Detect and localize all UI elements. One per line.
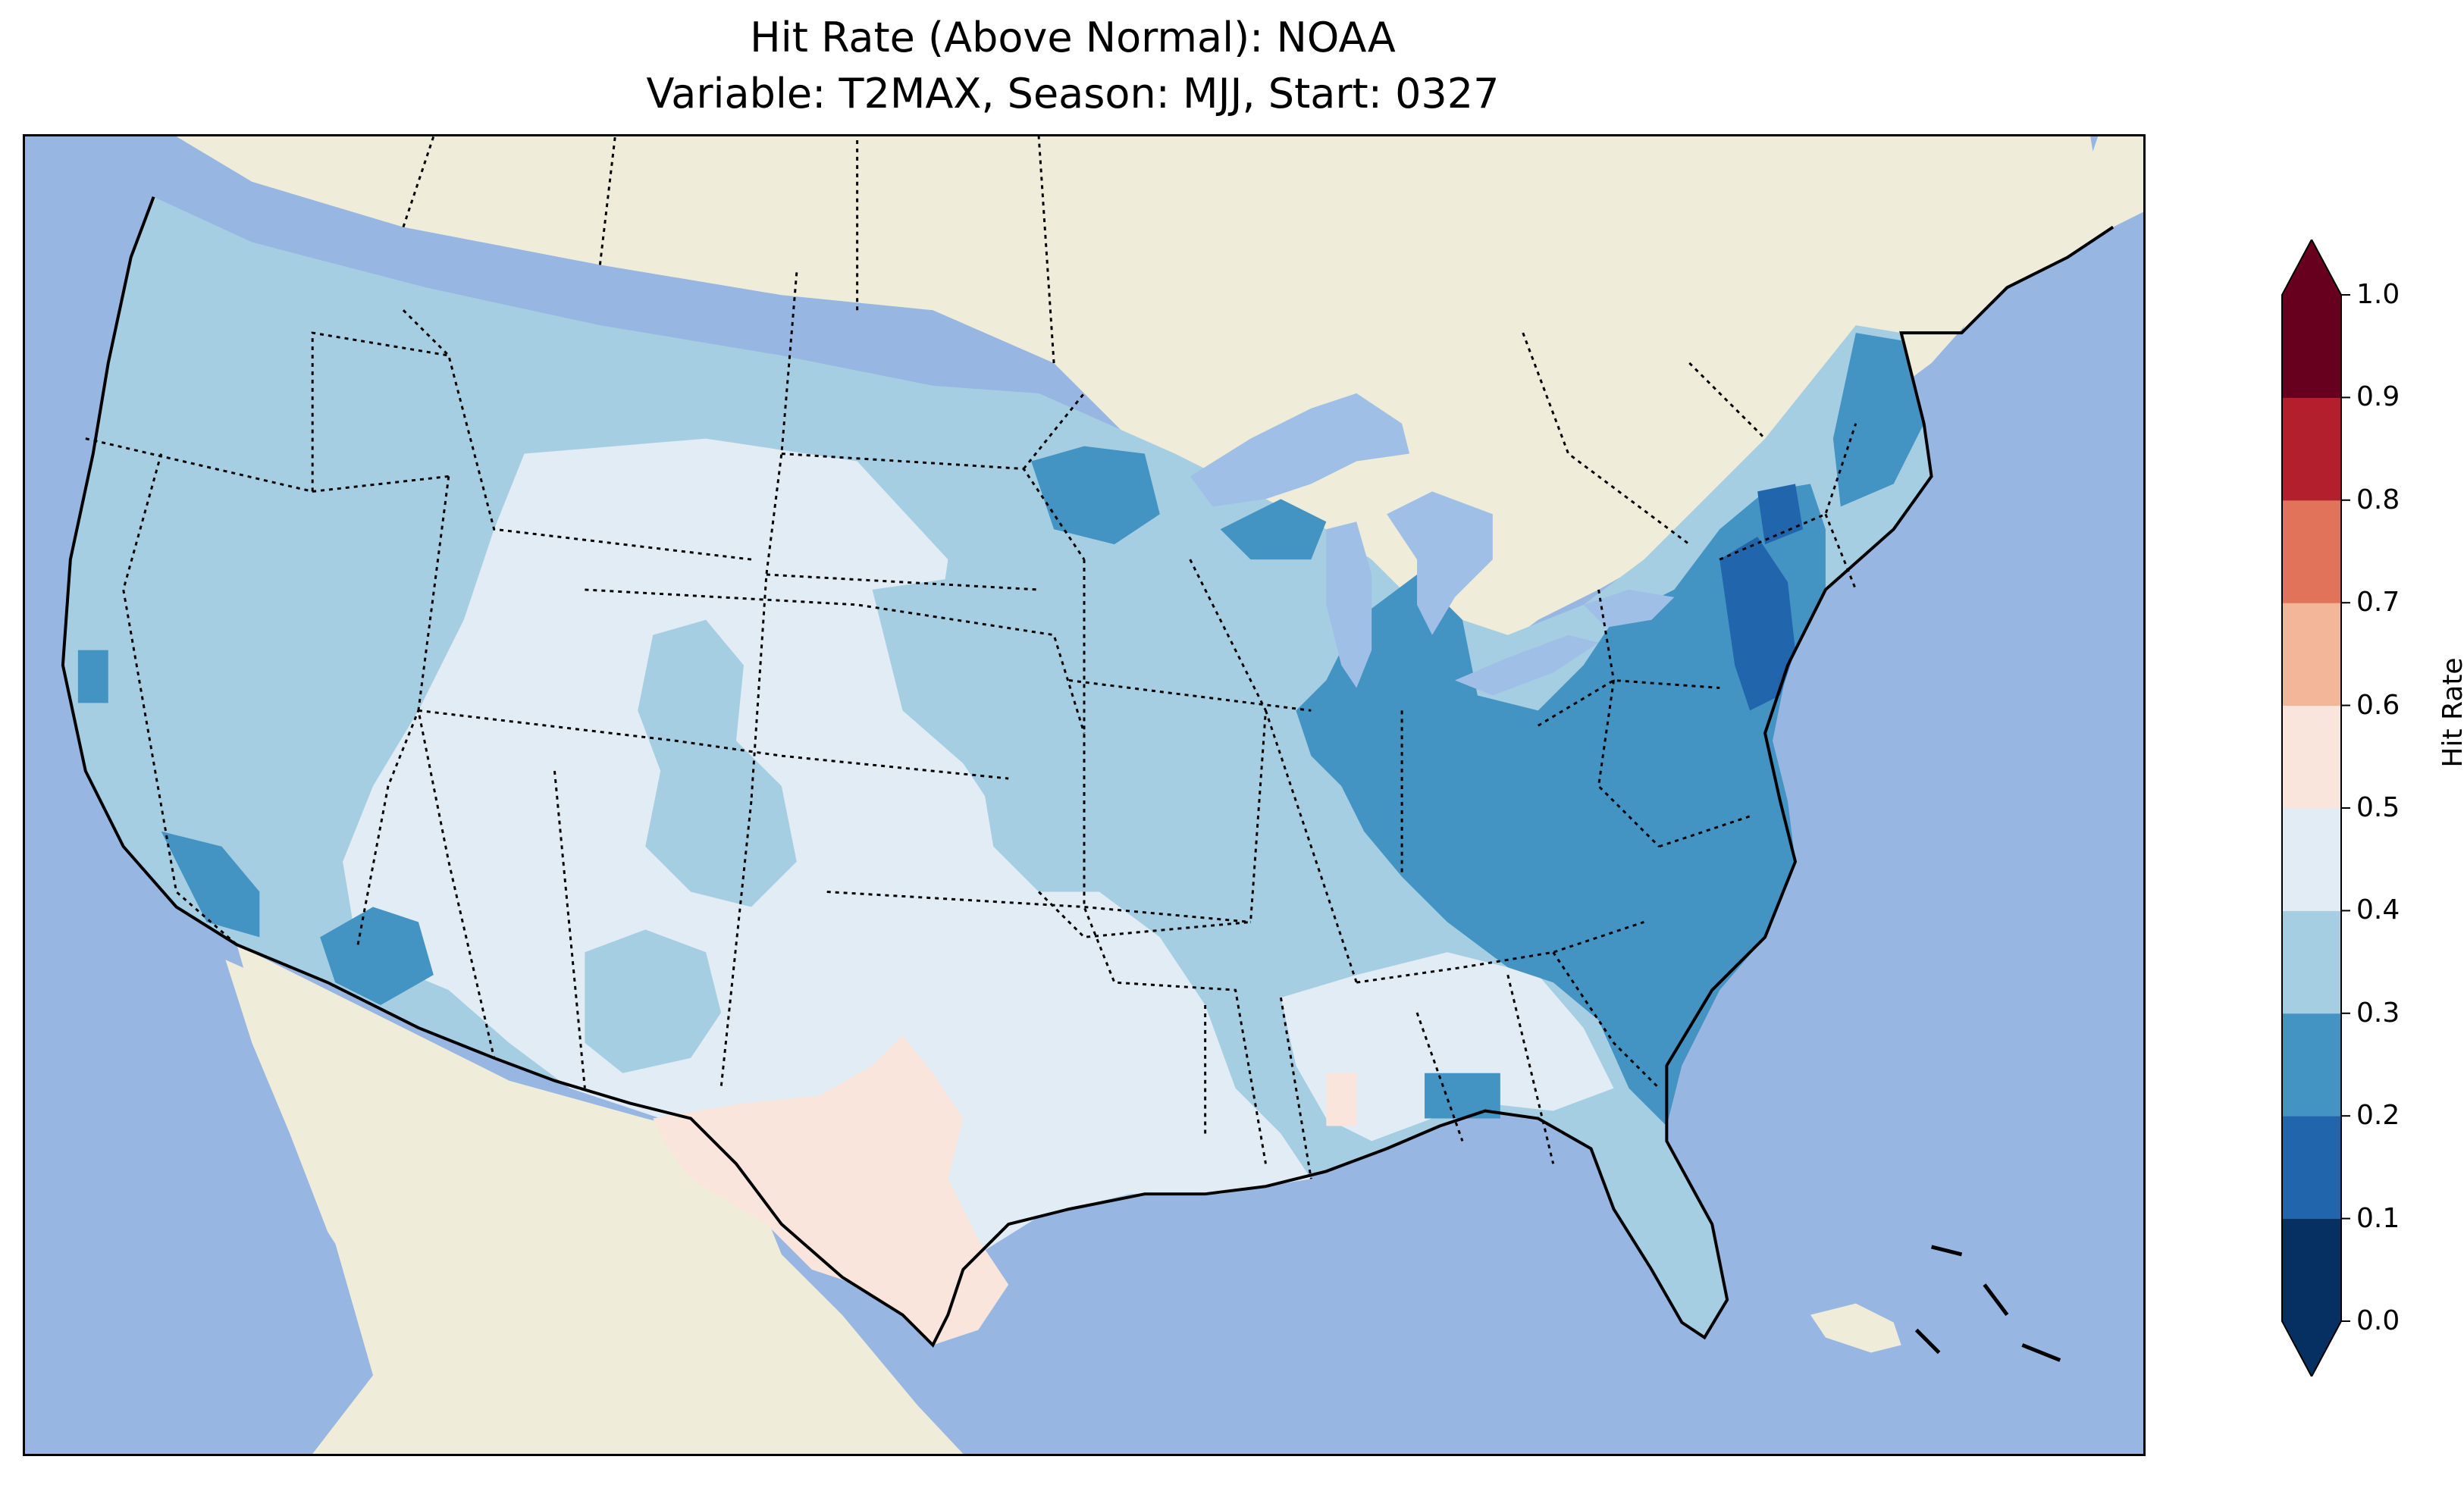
region-0.4-0.5-west	[343, 438, 1312, 1330]
colorbar-tick-label: 0.8	[2356, 484, 2400, 515]
region-0.5-0.6-texas	[653, 1035, 1009, 1345]
colorbar-extend-max	[2282, 240, 2341, 295]
map-canvas	[61, 136, 2143, 1454]
canada-land	[176, 136, 2099, 696]
region-0.1-0.2-nj	[1719, 537, 1795, 711]
lake-huron	[1387, 491, 1493, 635]
colorbar-bin	[2282, 397, 2341, 501]
region-0.2-0.3-new-england	[1832, 333, 1924, 507]
coastline	[61, 196, 2114, 1348]
lake-erie	[1454, 634, 1599, 696]
colorbar-tick-label: 0.6	[2356, 689, 2400, 721]
map-title: Hit Rate (Above Normal): NOAA	[750, 14, 1396, 61]
cuba-land	[1810, 1303, 1901, 1353]
baja-land	[225, 960, 464, 1452]
region-0.2-0.3-arizona	[320, 907, 434, 1006]
region-0.2-0.3-mn	[1031, 446, 1160, 545]
colorbar-tick-label: 0.9	[2356, 381, 2400, 413]
colorbar-tick-label: 0.4	[2356, 894, 2400, 926]
region-0.2-0.3-eastern	[1296, 484, 1826, 1126]
region-0.2-0.3-socal	[161, 831, 260, 938]
maritimes-land	[1961, 136, 2143, 334]
mexico-land	[237, 944, 964, 1454]
colorbar-tick-label: 0.5	[2356, 792, 2400, 823]
bahamas-islands	[1914, 1245, 2061, 1362]
map-subtitle: Variable: T2MAX, Season: MJJ, Start: 032…	[646, 70, 1500, 117]
province-borders	[402, 136, 1766, 546]
colorbar-tick-label: 0.1	[2356, 1202, 2400, 1234]
region-0.2-0.3-pacnw	[77, 650, 108, 703]
colorbar-bin	[2282, 295, 2341, 398]
colorbar-tick-label: 0.0	[2356, 1305, 2400, 1336]
region-0.2-0.3-wi	[1220, 499, 1327, 560]
region-0.4-0.5-south	[1281, 952, 1614, 1142]
region-0.5-0.6-mississippi	[1326, 1073, 1357, 1126]
colorbar-label: Hit Rate	[2437, 657, 2464, 768]
colorbar-tick-label: 0.3	[2356, 997, 2400, 1029]
colorbar-bin	[2282, 603, 2341, 706]
colorbar-tick-label: 0.2	[2356, 1100, 2400, 1132]
colorbar	[2221, 240, 2419, 1377]
colorbar-bin	[2282, 1218, 2341, 1322]
colorbar-bin	[2282, 808, 2341, 911]
state-borders	[85, 272, 1857, 1179]
colorbar-graphic	[2281, 240, 2350, 1377]
colorbar-bin	[2282, 500, 2341, 603]
colorbar-bin	[2282, 1013, 2341, 1117]
region-0.3-0.4-nm	[585, 929, 722, 1073]
hit-rate-map	[23, 134, 2146, 1456]
lake-ontario	[1583, 589, 1675, 628]
lake-superior	[1190, 393, 1410, 507]
region-0.3-0.4-kansas	[872, 575, 1099, 862]
colorbar-extend-min	[2282, 1321, 2341, 1377]
region-0.3-0.4-colorado	[638, 619, 797, 907]
lake-michigan	[1326, 521, 1372, 688]
colorbar-bin	[2282, 910, 2341, 1014]
colorbar-tick-label: 1.0	[2356, 279, 2400, 310]
colorbar-bin	[2282, 705, 2341, 809]
colorbar-tick-label: 0.7	[2356, 587, 2400, 619]
colorbar-bin	[2282, 1116, 2341, 1220]
